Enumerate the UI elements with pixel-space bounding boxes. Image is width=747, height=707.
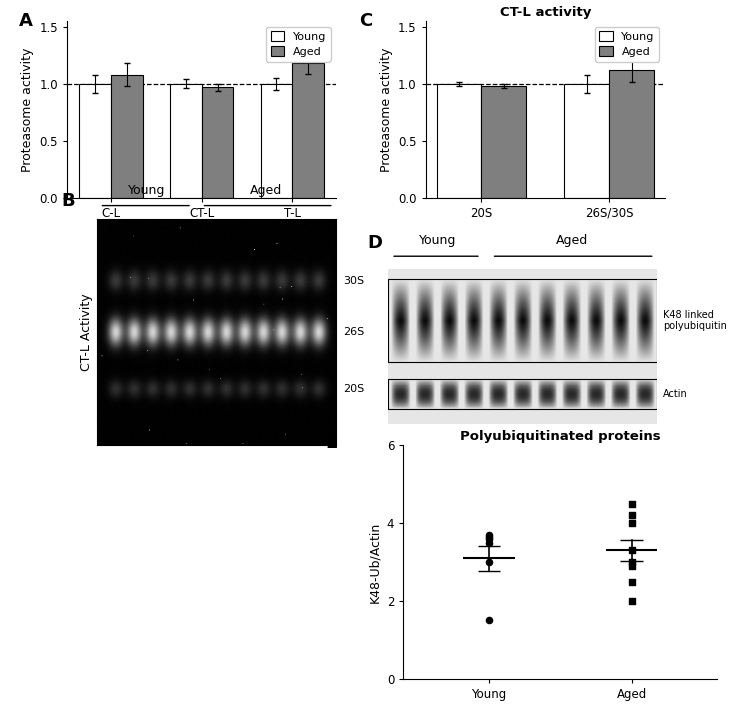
Point [625,510,637,521]
Point [625,498,637,509]
Bar [388,379,657,409]
Y-axis label: Proteasome activity: Proteasome activity [21,47,34,172]
Text: 26S: 26S [344,327,365,337]
Point [625,575,637,587]
Point [483,529,495,540]
Text: Actin: Actin [663,389,687,399]
Text: C: C [359,13,372,30]
Text: 20S: 20S [344,384,365,394]
Text: K48 linked
polyubiquitin: K48 linked polyubiquitin [663,310,727,332]
Point [625,560,637,571]
Point [483,531,495,542]
Point [625,545,637,556]
Text: Young: Young [128,184,166,197]
Bar [79,84,111,198]
Point [625,518,637,529]
Bar [111,75,143,198]
Text: B: B [61,192,75,210]
Text: Aged: Aged [250,184,282,197]
Y-axis label: K48-Ub/Actin: K48-Ub/Actin [368,522,381,602]
Bar [202,88,233,198]
Y-axis label: CT-L Activity: CT-L Activity [80,293,93,371]
Bar [170,84,202,198]
Legend: Young, Aged: Young, Aged [266,27,331,62]
Bar [388,279,657,362]
Bar [565,84,610,198]
Y-axis label: Proteasome activity: Proteasome activity [379,47,393,172]
Legend: Young, Aged: Young, Aged [595,27,660,62]
Point [483,556,495,568]
Point [483,533,495,544]
Point [483,615,495,626]
Text: D: D [367,235,382,252]
Point [625,595,637,607]
Bar [481,86,526,198]
Bar [261,84,292,198]
Text: E: E [325,433,337,452]
Bar [610,70,654,198]
Point [625,556,637,568]
Point [483,537,495,549]
Bar [437,84,481,198]
Text: Young: Young [418,234,456,247]
Title: CT-L activity: CT-L activity [500,6,591,18]
Text: Aged: Aged [556,234,588,247]
Bar [292,64,324,198]
Text: A: A [19,13,33,30]
Title: Polyubiquitinated proteins: Polyubiquitinated proteins [460,430,660,443]
Text: 30S: 30S [344,276,365,286]
